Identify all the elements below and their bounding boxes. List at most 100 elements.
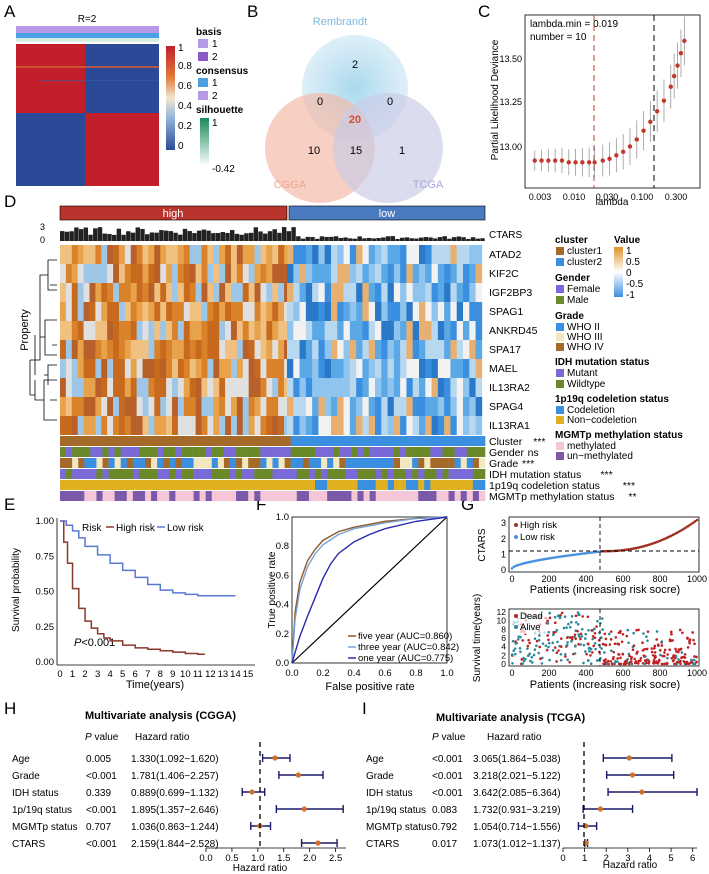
heatmap-cell — [195, 283, 202, 302]
heatmap-cell — [248, 340, 255, 359]
e-xtick: 9 — [170, 669, 175, 680]
annotation-track-cell — [393, 491, 401, 501]
annotation-track-cell — [357, 480, 364, 490]
annotation-track-cell — [363, 458, 370, 468]
scale-label-0: 0 — [178, 141, 184, 152]
survival-point — [677, 658, 680, 661]
ctars-bar — [187, 231, 192, 241]
heatmap-cell — [400, 359, 407, 378]
survival-point — [520, 658, 524, 661]
ctars-bar — [201, 229, 207, 241]
survival-point — [692, 638, 695, 642]
heatmap-cell — [437, 321, 445, 340]
panel-label-b: B — [247, 2, 258, 21]
heatmap-cell — [213, 321, 220, 340]
heatmap-cell — [225, 321, 232, 340]
heatmap-cell — [124, 302, 132, 321]
ctars-bar — [116, 228, 122, 241]
forest-tick-label: 1.0 — [251, 853, 264, 864]
annotation-track-significance: *** — [600, 469, 612, 481]
g-bottom-xtick: 0 — [509, 668, 514, 678]
heatmap-cell — [450, 378, 458, 397]
annotation-track-cell — [90, 480, 97, 490]
annotation-track-cell — [248, 469, 255, 479]
dendrogram — [29, 259, 57, 421]
annotation-track-cell — [436, 480, 443, 490]
e-ytick: 0.25 — [36, 622, 55, 633]
heatmap-cell — [469, 359, 476, 378]
ctars-bar — [263, 233, 268, 241]
survival-point — [637, 662, 640, 665]
annotation-track-cell — [302, 436, 310, 446]
annotation-track-cell — [230, 458, 237, 468]
heatmap-cell — [278, 321, 285, 340]
heatmap-cell — [419, 378, 426, 397]
heatmap-cell — [318, 302, 326, 321]
annotation-track-cell — [345, 436, 352, 446]
heatmap-cell — [83, 264, 90, 283]
survival-point — [591, 635, 595, 638]
survival-point — [681, 631, 684, 635]
annotation-track-cell — [242, 458, 249, 468]
annotation-track-cell — [175, 458, 182, 468]
heatmap-cell — [362, 264, 370, 283]
survival-point — [678, 628, 682, 632]
survival-point — [643, 659, 647, 662]
heatmap-cell — [425, 283, 432, 302]
heatmap-cell — [201, 321, 208, 340]
annotation-track-cell — [284, 480, 292, 490]
heatmap-cell — [195, 397, 202, 416]
survival-point — [519, 635, 522, 639]
heatmap-cell — [337, 283, 344, 302]
deviance-point — [641, 128, 646, 133]
annotation-track-cell — [406, 480, 413, 490]
heatmap-cell — [77, 302, 84, 321]
annotation-track-cell — [199, 480, 207, 490]
heatmap-cell — [160, 321, 167, 340]
survival-point — [511, 639, 515, 643]
deviance-point — [552, 158, 558, 163]
heatmap-cell — [118, 378, 126, 397]
heatmap-cell — [65, 359, 73, 378]
heatmap-cell — [201, 378, 208, 397]
heatmap-cell — [248, 416, 255, 435]
survival-point — [669, 630, 673, 634]
annotation-track-cell — [387, 469, 395, 479]
heatmap-cell — [287, 340, 294, 359]
survival-point — [537, 638, 541, 642]
f-ytick: 0.0 — [276, 658, 289, 669]
heatmap-cell — [278, 245, 285, 264]
heatmap-cell — [260, 416, 267, 435]
annotation-track-cell — [248, 491, 255, 501]
annotation-track-cell — [102, 436, 109, 446]
value-tick-neg-1: -1 — [626, 290, 635, 301]
survival-point — [586, 642, 590, 646]
heatmap-cell — [305, 245, 313, 264]
annotation-track-significance: ** — [628, 491, 636, 503]
ctars-tick-3: 3 — [40, 222, 45, 232]
c-xtick-0-300: 0.300 — [665, 192, 688, 202]
heatmap-cell — [343, 416, 351, 435]
gene-label: IL13RA1 — [489, 420, 530, 432]
risk-score-point — [684, 526, 688, 529]
g-top-xtick: 1000 — [687, 574, 707, 584]
survival-point — [567, 622, 570, 626]
ctars-bar — [234, 233, 240, 241]
survival-point — [510, 653, 514, 656]
annotation-track-cell — [217, 480, 225, 490]
annotation-track-cell — [223, 469, 231, 479]
heatmap-cell — [362, 340, 370, 359]
heatmap-cell — [387, 359, 395, 378]
annotation-track-cell — [260, 436, 267, 446]
heatmap-cell — [393, 397, 401, 416]
heatmap-cell — [154, 416, 161, 435]
survival-point — [528, 652, 532, 655]
heatmap-cell — [469, 264, 476, 283]
annotation-track-cell — [138, 447, 146, 457]
heatmap-cell — [236, 378, 244, 397]
heatmap-cell — [213, 416, 220, 435]
heatmap-cell — [230, 359, 238, 378]
survival-point — [661, 654, 665, 658]
heatmap-cell — [183, 321, 191, 340]
heatmap-cell — [83, 359, 90, 378]
